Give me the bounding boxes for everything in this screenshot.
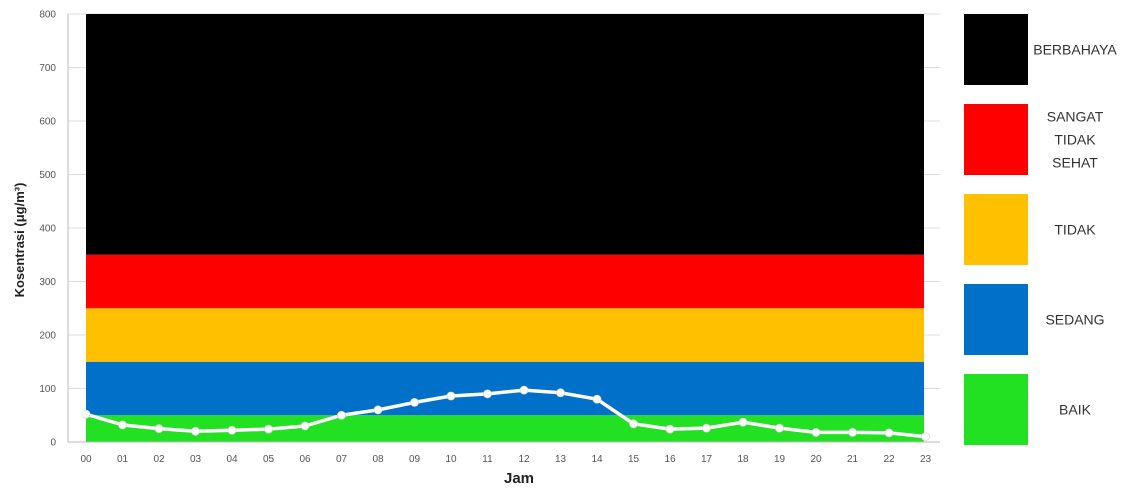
- x-tick-label: 10: [445, 454, 457, 465]
- x-tick-label: 03: [190, 454, 202, 465]
- x-tick-label: 02: [153, 454, 165, 465]
- legend-swatch: [964, 14, 1028, 85]
- legend-label: TIDAK: [1054, 132, 1096, 148]
- data-point: [264, 424, 273, 434]
- data-point: [738, 417, 748, 427]
- series-line: [81, 385, 930, 442]
- y-tick-label: 300: [39, 277, 56, 288]
- x-tick-label: 11: [482, 454, 493, 465]
- data-point: [921, 432, 930, 442]
- data-point: [665, 424, 675, 434]
- data-point: [191, 426, 200, 436]
- x-tick-label: 18: [737, 454, 749, 465]
- x-tick-label: 00: [80, 454, 92, 465]
- legend-swatch: [964, 104, 1028, 175]
- category-bands: [86, 14, 924, 442]
- y-tick-label: 100: [39, 384, 56, 395]
- data-point: [848, 427, 857, 437]
- x-tick-label: 07: [336, 454, 348, 465]
- x-tick-label: 16: [664, 454, 676, 465]
- x-tick-label: 19: [774, 454, 786, 465]
- data-point: [884, 428, 894, 438]
- data-point: [300, 421, 310, 431]
- data-point: [154, 424, 164, 434]
- data-point: [811, 427, 821, 437]
- data-point: [629, 419, 638, 429]
- y-tick-label: 200: [39, 331, 56, 342]
- legend-swatch: [964, 374, 1028, 445]
- data-point: [446, 391, 456, 401]
- data-point: [227, 425, 237, 435]
- legend-swatch: [964, 284, 1028, 355]
- legend-label: BAIK: [1059, 402, 1092, 418]
- y-tick-label: 700: [39, 63, 56, 74]
- y-tick-labels: 0 100 200 300 400 500 600 700 800: [39, 10, 56, 449]
- data-point: [483, 389, 492, 399]
- data-point: [592, 394, 602, 404]
- category-band: [86, 254, 924, 309]
- series-line-path: [84, 388, 928, 439]
- x-tick-label: 12: [518, 454, 530, 465]
- x-tick-label: 22: [883, 454, 895, 465]
- category-band: [86, 361, 924, 416]
- x-tick-label: 05: [263, 454, 275, 465]
- legend-label: SEDANG: [1045, 312, 1104, 328]
- x-tick-label: 09: [409, 454, 421, 465]
- legend-swatch: [964, 194, 1028, 265]
- x-tick-label: 17: [701, 454, 713, 465]
- x-tick-label: 21: [847, 454, 859, 465]
- category-band: [86, 14, 924, 255]
- legend-label: TIDAK: [1054, 222, 1096, 238]
- data-point: [373, 405, 383, 415]
- category-band: [86, 308, 924, 362]
- axes: [67, 14, 940, 443]
- y-tick-label: 800: [39, 10, 56, 21]
- data-point: [118, 420, 127, 430]
- x-tick-label: 14: [591, 454, 603, 465]
- y-axis-title: Kosentrasi (μg/m³): [12, 183, 27, 298]
- y-tick-label: 600: [39, 117, 56, 128]
- data-point: [81, 409, 91, 419]
- data-point: [556, 388, 565, 398]
- x-tick-label: 23: [920, 454, 932, 465]
- x-tick-label: 13: [555, 454, 567, 465]
- x-tick-label: 01: [117, 454, 129, 465]
- legend-label: BERBAHAYA: [1033, 42, 1117, 58]
- data-point: [410, 398, 419, 407]
- x-tick-label: 08: [372, 454, 384, 465]
- data-point: [519, 385, 529, 395]
- x-tick-label: 04: [226, 454, 238, 465]
- x-tick-label: 20: [810, 454, 822, 465]
- legend: BERBAHAYA SANGAT TIDAK SEHAT TIDAK SEDANG BAIK: [964, 14, 1117, 445]
- y-tick-label: 0: [50, 438, 56, 449]
- legend-label: SEHAT: [1052, 155, 1098, 171]
- y-tick-label: 500: [39, 170, 56, 181]
- data-point: [775, 423, 784, 433]
- y-tick-label: 400: [39, 224, 56, 235]
- x-tick-label: 15: [628, 454, 640, 465]
- x-axis-title: Jam: [504, 470, 534, 487]
- legend-label: SANGAT: [1047, 109, 1104, 125]
- data-point: [702, 423, 711, 433]
- x-tick-labels: 00 01 02 03 04 05 06 07 08 09 10 11 12 13 14 15 16 17 18 19…: [80, 454, 931, 465]
- data-point: [337, 410, 346, 420]
- x-tick-label: 06: [299, 454, 311, 465]
